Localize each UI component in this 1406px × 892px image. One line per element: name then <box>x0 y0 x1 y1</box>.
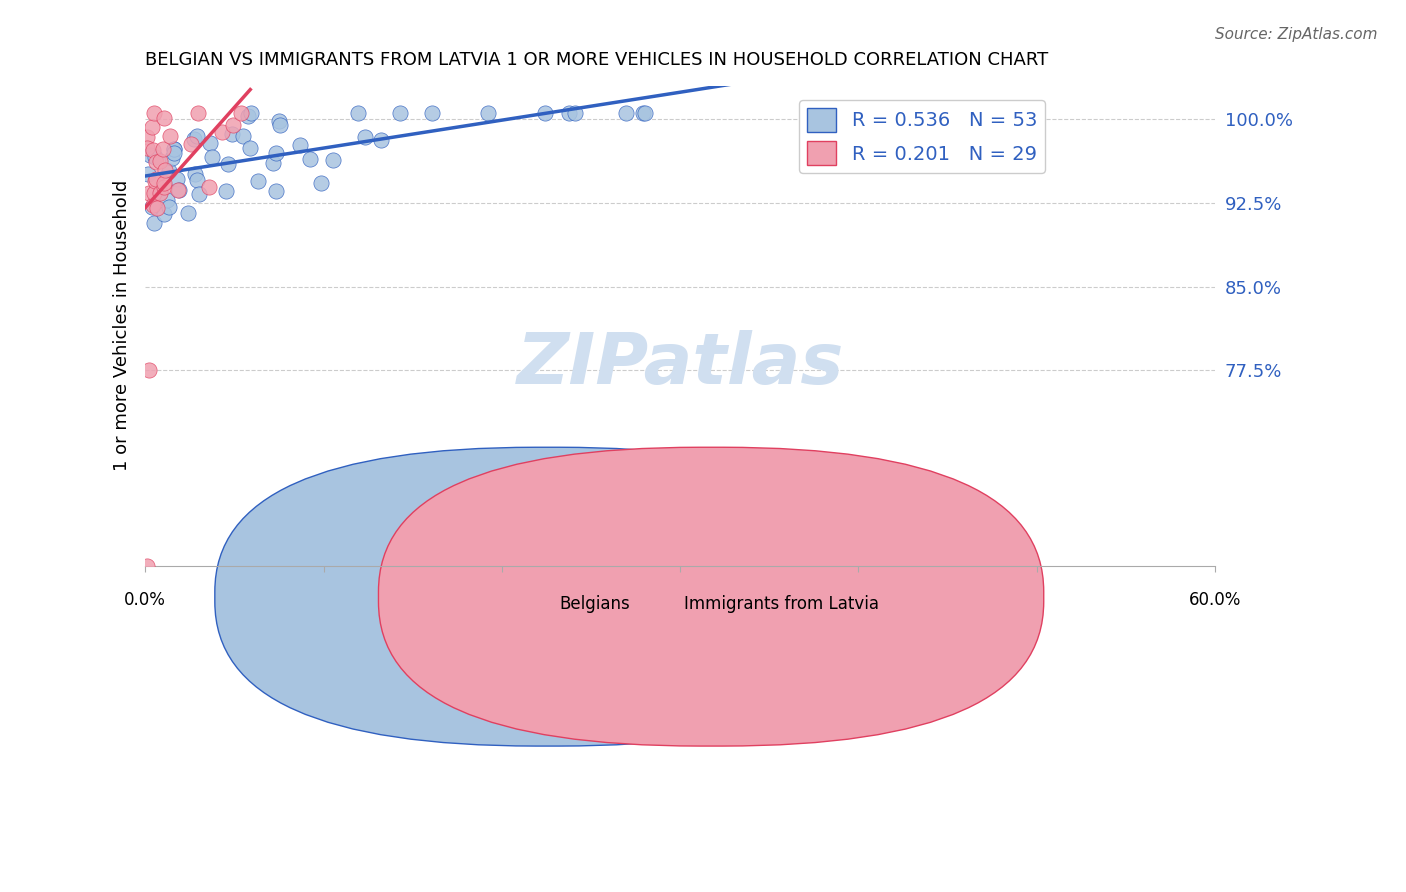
Point <box>614 106 637 120</box>
Point <box>142 198 165 212</box>
Point <box>152 142 174 156</box>
Text: 60.0%: 60.0% <box>1188 591 1241 609</box>
Text: Source: ZipAtlas.com: Source: ZipAtlas.com <box>1215 27 1378 42</box>
Point <box>180 136 202 151</box>
Point <box>229 106 252 120</box>
Point <box>232 129 254 144</box>
Text: Immigrants from Latvia: Immigrants from Latvia <box>685 595 879 613</box>
Point <box>267 114 290 128</box>
Point <box>564 106 586 120</box>
Point <box>143 174 166 188</box>
Text: 0.0%: 0.0% <box>124 591 166 609</box>
Legend: R = 0.536   N = 53, R = 0.201   N = 29: R = 0.536 N = 53, R = 0.201 N = 29 <box>799 100 1045 173</box>
Point <box>262 156 284 170</box>
Point <box>534 106 557 120</box>
Point <box>558 106 581 120</box>
Point <box>238 109 260 123</box>
Point <box>187 106 209 120</box>
Point <box>211 125 233 139</box>
Point <box>215 185 238 199</box>
Y-axis label: 1 or more Vehicles in Household: 1 or more Vehicles in Household <box>114 180 131 471</box>
Point <box>183 132 205 146</box>
Point <box>143 186 166 201</box>
Point <box>298 152 321 166</box>
Point <box>141 200 163 214</box>
Point <box>159 164 181 178</box>
Point <box>200 136 222 150</box>
Point <box>269 118 291 132</box>
Point <box>389 106 412 120</box>
Point <box>198 180 221 194</box>
Point <box>634 106 657 120</box>
Point <box>166 172 188 186</box>
Point <box>187 186 209 201</box>
Point <box>186 173 208 187</box>
Point <box>201 150 224 164</box>
Point <box>136 129 159 144</box>
Text: Belgians: Belgians <box>560 595 630 613</box>
Point <box>149 154 172 169</box>
Point <box>633 106 655 120</box>
Point <box>143 150 166 164</box>
Point <box>477 106 499 120</box>
Point <box>183 168 205 182</box>
Point <box>266 184 288 198</box>
Point <box>322 153 344 168</box>
Point <box>217 157 239 171</box>
Text: ZIPatlas: ZIPatlas <box>516 330 844 399</box>
Point <box>186 128 208 143</box>
Point <box>149 185 172 199</box>
Point <box>240 106 263 120</box>
Point <box>247 174 270 188</box>
Text: BELGIAN VS IMMIGRANTS FROM LATVIA 1 OR MORE VEHICLES IN HOUSEHOLD CORRELATION CH: BELGIAN VS IMMIGRANTS FROM LATVIA 1 OR M… <box>145 51 1049 69</box>
Point <box>141 120 163 135</box>
Point <box>143 106 166 120</box>
Point <box>138 186 160 200</box>
Point <box>309 176 332 190</box>
Point <box>160 151 183 165</box>
FancyBboxPatch shape <box>215 447 880 746</box>
Point <box>222 118 245 132</box>
Point <box>163 142 186 156</box>
Point <box>149 186 172 200</box>
Point <box>163 142 186 156</box>
Point <box>145 171 167 186</box>
Point <box>145 155 167 169</box>
Point <box>347 106 370 120</box>
Point <box>264 146 287 161</box>
Point <box>290 138 312 153</box>
Point <box>153 176 176 190</box>
Point <box>156 194 179 208</box>
Point <box>136 167 159 181</box>
Point <box>420 106 443 120</box>
Point <box>142 216 165 230</box>
Point <box>136 140 159 154</box>
Point <box>136 558 159 573</box>
Point <box>169 183 191 197</box>
Point <box>177 206 200 220</box>
Point <box>142 143 165 157</box>
Point <box>166 183 188 197</box>
Point <box>153 111 176 125</box>
Point <box>239 140 262 154</box>
Point <box>370 133 392 147</box>
Point <box>138 363 160 377</box>
Point <box>159 200 181 214</box>
Point <box>163 145 186 160</box>
Point <box>153 163 176 178</box>
Point <box>139 147 162 161</box>
Point <box>146 201 169 215</box>
Point <box>353 130 375 145</box>
Point <box>159 128 181 143</box>
Point <box>153 207 176 221</box>
Point <box>152 180 174 194</box>
FancyBboxPatch shape <box>378 447 1043 746</box>
Point <box>221 127 243 141</box>
